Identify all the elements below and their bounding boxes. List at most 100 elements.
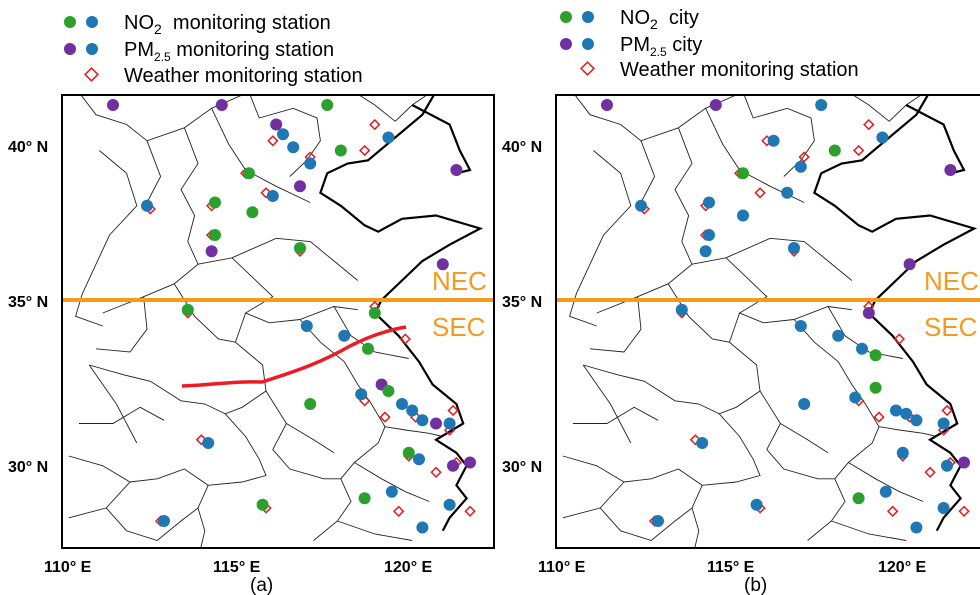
no2-station-marker xyxy=(181,303,194,316)
city-station-marker xyxy=(406,404,419,417)
pm25-station-marker xyxy=(862,307,875,319)
province-border xyxy=(691,485,703,548)
province-border xyxy=(354,462,430,502)
pm25-station-marker xyxy=(436,258,449,271)
no2-station-marker xyxy=(243,167,255,180)
no2-station-marker xyxy=(304,398,317,410)
legend-pm25-blue-dot xyxy=(582,38,594,50)
province-border xyxy=(725,237,853,281)
province-border xyxy=(831,520,907,541)
province-border xyxy=(80,95,244,142)
province-border xyxy=(583,312,761,415)
map-content-a xyxy=(62,95,494,548)
province-border xyxy=(798,95,922,122)
province-border xyxy=(569,150,632,327)
city-station-marker xyxy=(750,498,763,511)
province-borders-b xyxy=(562,95,937,548)
province-borders-a xyxy=(68,95,443,548)
city-station-marker xyxy=(355,388,368,401)
pm25-station-marker xyxy=(601,99,613,111)
legend-no2-city-label: NO2 city xyxy=(620,7,699,32)
legend-b: NO2 city PM2.5 city Weather monitoring s… xyxy=(560,7,859,81)
weather-station-marker xyxy=(393,505,405,517)
legend-weather-label: Weather monitoring station xyxy=(124,65,363,87)
map-panel-a: NO2 monitoring station PM2.5 monitoring … xyxy=(8,12,495,595)
province-border xyxy=(68,413,267,486)
city-station-marker xyxy=(675,303,688,316)
province-border xyxy=(88,364,138,444)
map-content-b: NEC SEC xyxy=(556,95,980,548)
province-border xyxy=(79,406,165,424)
pm25-station-marker xyxy=(944,164,957,176)
province-border xyxy=(599,481,693,542)
province-border xyxy=(582,364,632,444)
city-station-marker xyxy=(737,209,749,222)
city-station-marker xyxy=(703,229,715,241)
boundary-line-a xyxy=(181,325,407,388)
legend-pm25-city-label: PM2.5 city xyxy=(620,34,702,59)
legend-no2-label: NO2 monitoring station xyxy=(124,12,331,37)
province-border xyxy=(574,95,738,142)
province-border xyxy=(75,150,138,327)
city-station-marker xyxy=(876,131,889,144)
province-border xyxy=(596,127,693,314)
province-border xyxy=(848,462,924,502)
city-station-marker xyxy=(788,242,800,254)
province-border xyxy=(265,390,352,541)
weather-station-marker xyxy=(379,411,391,423)
legend-pm25-blue-dot xyxy=(86,43,98,55)
y-tick-label: 35° N xyxy=(8,294,48,311)
no2-station-marker xyxy=(368,307,381,319)
legend-pm25-purple-dot xyxy=(64,43,76,55)
city-station-marker xyxy=(849,391,862,404)
city-station-marker xyxy=(890,404,902,417)
city-station-marker xyxy=(937,502,950,514)
station-points-a xyxy=(107,99,476,534)
province-border xyxy=(691,257,852,324)
map-panel-b: NO2 city PM2.5 city Weather monitoring s… xyxy=(502,7,980,595)
y-tick-label: 30° N xyxy=(8,459,48,476)
province-border xyxy=(68,507,107,519)
weather-station-marker xyxy=(399,333,411,345)
x-tick-label: 110° E xyxy=(538,559,586,576)
weather-station-marker xyxy=(798,151,810,163)
city-station-marker xyxy=(635,199,647,212)
province-border xyxy=(743,95,815,177)
city-station-marker xyxy=(699,245,712,258)
legend-a: NO2 monitoring station PM2.5 monitoring … xyxy=(64,12,363,87)
pm25-station-marker xyxy=(903,258,916,271)
legend-no2-green-dot xyxy=(560,11,572,23)
no2-station-marker xyxy=(321,99,334,111)
province-border xyxy=(780,423,829,454)
city-station-marker xyxy=(266,190,279,202)
no2-station-marker xyxy=(246,206,259,219)
weather-station-marker xyxy=(893,333,905,345)
weather-station-marker xyxy=(754,187,766,199)
no2-station-marker xyxy=(869,381,882,394)
city-station-marker xyxy=(781,186,794,199)
weather-station-marker xyxy=(958,505,970,517)
weather-station-marker xyxy=(873,411,885,423)
province-border xyxy=(640,140,656,203)
city-station-marker xyxy=(202,437,215,449)
province-border xyxy=(146,140,162,203)
weather-station-marker xyxy=(924,466,936,478)
city-station-marker xyxy=(910,521,923,534)
city-station-marker xyxy=(277,128,289,141)
city-station-marker xyxy=(856,342,868,355)
city-station-marker xyxy=(767,134,780,147)
coastline-a xyxy=(319,95,484,532)
region-labels-b: NEC SEC xyxy=(924,266,979,342)
legend-weather-label: Weather monitoring station xyxy=(620,59,859,81)
no2-station-marker xyxy=(828,144,841,157)
city-station-marker xyxy=(937,417,950,430)
city-station-marker xyxy=(443,498,456,511)
city-station-marker xyxy=(382,131,395,144)
city-station-marker xyxy=(287,141,300,154)
province-border xyxy=(573,406,659,424)
pm25-station-marker xyxy=(107,99,119,111)
pm25-station-marker xyxy=(215,99,228,111)
weather-station-marker xyxy=(369,118,381,131)
province-border xyxy=(286,423,335,454)
